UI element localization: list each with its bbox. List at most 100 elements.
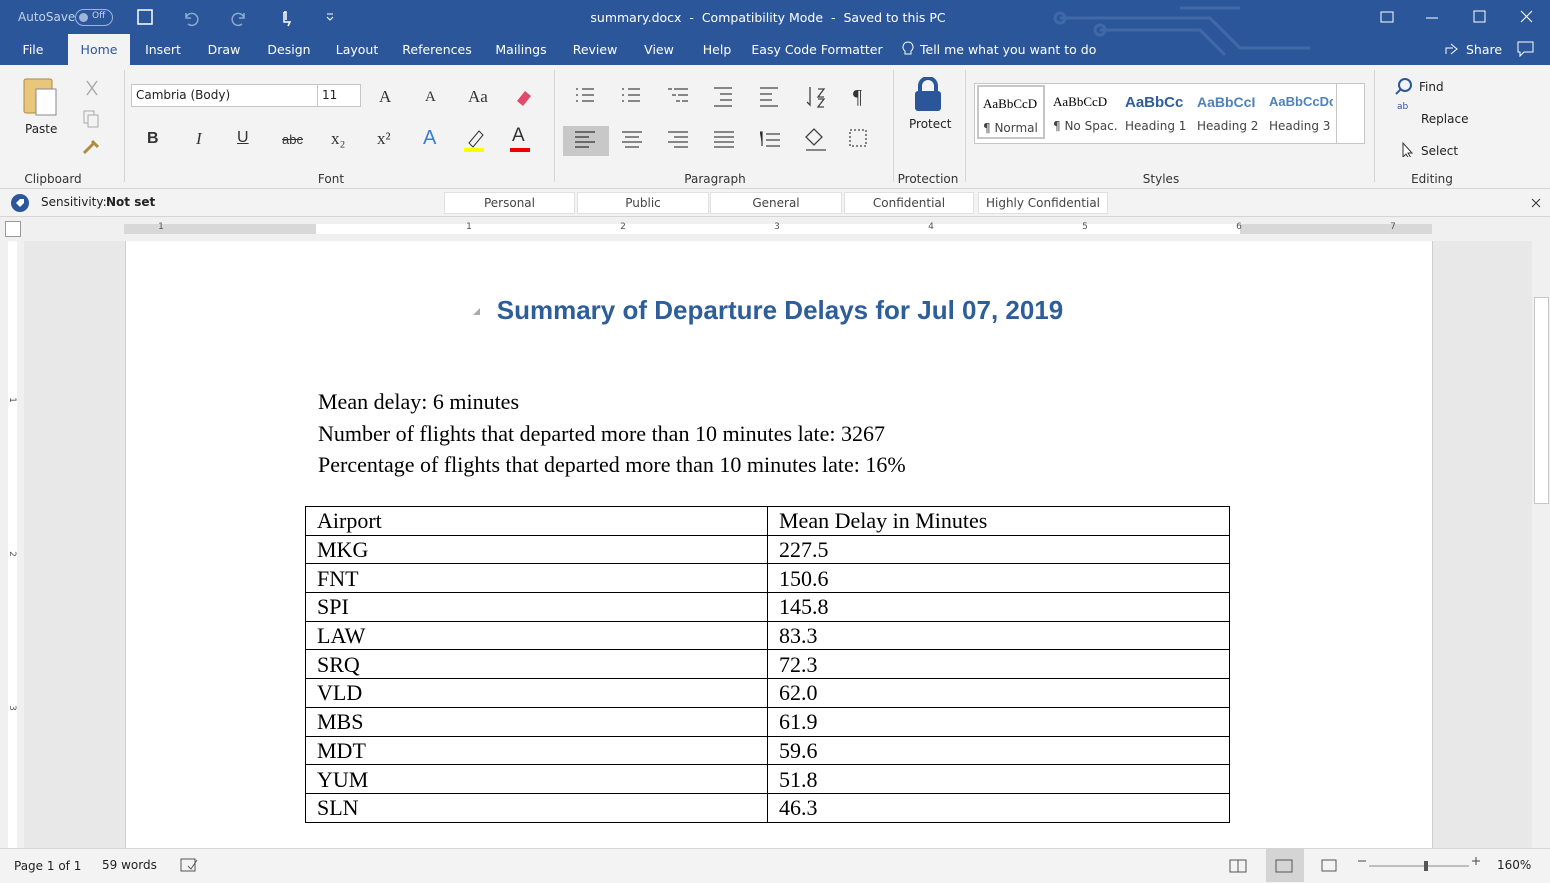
airport-cell: FNT	[305, 563, 768, 594]
tab-selector[interactable]	[5, 221, 21, 237]
collapse-heading[interactable]	[472, 307, 482, 317]
increase-indent[interactable]	[760, 87, 778, 107]
underline-button[interactable]: U	[237, 129, 249, 146]
word-count[interactable]: 59 words	[102, 858, 157, 872]
style-item[interactable]: AaBbCcD ¶ No Spac...	[1049, 85, 1117, 139]
style-item[interactable]: AaBbCc Heading 1	[1121, 85, 1189, 139]
scroll-thumb[interactable]	[1534, 297, 1549, 504]
sensitivity-option[interactable]: Personal	[444, 192, 575, 214]
sensitivity-option[interactable]: Public	[577, 192, 709, 214]
font-name: Cambria (Body)	[136, 88, 231, 102]
ribbon-tab[interactable]: Home	[80, 42, 118, 57]
change-case[interactable]: Aa	[468, 87, 488, 106]
sensitivity-option[interactable]: Highly Confidential	[978, 192, 1108, 214]
touch-mode-icon[interactable]	[283, 11, 292, 27]
justify[interactable]	[714, 131, 734, 148]
align-center[interactable]	[622, 131, 642, 148]
font-size-box[interactable]: 11	[317, 84, 361, 107]
strikethrough-button[interactable]: abc	[282, 132, 303, 147]
style-preview: AaBbCcI	[1197, 94, 1256, 110]
ruler-number: 7	[1390, 222, 1396, 232]
save-icon[interactable]	[137, 9, 153, 25]
undo-icon[interactable]	[185, 12, 199, 27]
subscript-button[interactable]: x₂	[331, 129, 346, 148]
ribbon-tab[interactable]: Easy Code Formatter	[751, 42, 883, 57]
protect-icon[interactable]	[911, 77, 945, 113]
numbering[interactable]	[622, 88, 640, 102]
ribbon-tab[interactable]: Design	[267, 42, 311, 57]
ribbon-tab[interactable]: Review	[572, 42, 618, 57]
find-button[interactable]: Find	[1419, 80, 1444, 94]
decrease-indent[interactable]	[714, 87, 732, 107]
sort[interactable]	[806, 87, 826, 108]
customize-icon[interactable]	[326, 13, 334, 21]
table-row: MKG 227.5	[305, 534, 1230, 565]
shading[interactable]	[805, 128, 826, 151]
ribbon-tab[interactable]: Help	[702, 42, 732, 57]
font-name-box[interactable]: Cambria (Body)	[131, 84, 318, 107]
ribbon-tab[interactable]: Mailings	[495, 42, 547, 57]
paste-label[interactable]: Paste	[25, 122, 58, 136]
highlight-button[interactable]	[463, 125, 493, 157]
format-painter-icon[interactable]	[82, 139, 100, 155]
grow-font[interactable]: A	[379, 87, 392, 106]
page-count[interactable]: Page 1 of 1	[14, 859, 82, 873]
delay-cell: 51.8	[767, 764, 1230, 794]
ribbon-tab[interactable]: View	[644, 42, 674, 57]
print-layout-active[interactable]	[1266, 849, 1304, 882]
ribbon-tab[interactable]: References	[402, 42, 472, 57]
airport-cell: SRQ	[305, 649, 768, 680]
clear-formatting[interactable]	[513, 87, 535, 107]
horizontal-ruler: 1 1 2 3 4 5 6 7	[0, 217, 1532, 241]
share-button[interactable]: Share	[1466, 42, 1503, 57]
close-sensitivity[interactable]	[1530, 197, 1542, 209]
multilevel-list[interactable]	[668, 88, 688, 102]
zoom-level[interactable]: 160%	[1497, 858, 1532, 872]
align-left[interactable]	[575, 131, 595, 148]
comments-icon[interactable]	[1517, 41, 1535, 57]
ribbon-display-button[interactable]	[1380, 11, 1394, 23]
print-layout[interactable]	[1275, 859, 1293, 873]
style-item[interactable]: AaBbCcD ¶ Normal	[977, 85, 1045, 139]
autosave-toggle[interactable]: Off	[75, 9, 113, 26]
proofing-icon[interactable]	[180, 857, 200, 873]
ribbon-tab[interactable]: Layout	[335, 42, 379, 57]
tell-me-box[interactable]: Tell me what you want to do	[920, 42, 1097, 57]
sensitivity-option[interactable]: Confidential	[844, 192, 974, 214]
group-label: Styles	[1142, 172, 1180, 186]
table-row: SPI 145.8	[305, 592, 1230, 622]
borders[interactable]	[849, 129, 867, 147]
text-effects-button[interactable]: A	[423, 127, 437, 149]
protect-label[interactable]: Protect	[909, 117, 952, 131]
redo-icon[interactable]	[231, 12, 245, 27]
bullets[interactable]	[576, 88, 594, 102]
ribbon-tab[interactable]: File	[22, 42, 44, 57]
align-right[interactable]	[668, 131, 688, 148]
style-item[interactable]: AaBbCcI Heading 2	[1193, 85, 1261, 139]
align-left-active[interactable]	[563, 126, 609, 156]
group-label: Font	[317, 172, 345, 186]
ribbon-tab[interactable]: Draw	[207, 42, 241, 57]
superscript-button[interactable]: x²	[377, 129, 391, 148]
style-item[interactable]: AaBbCcDc Heading 3	[1265, 85, 1333, 139]
bold-button[interactable]: B	[147, 130, 159, 147]
delay-cell: 145.8	[767, 592, 1230, 622]
show-marks[interactable]: ¶	[853, 86, 863, 108]
sensitivity-option[interactable]: General	[710, 192, 842, 214]
replace-button[interactable]: Replace	[1421, 112, 1469, 126]
read-mode[interactable]	[1229, 859, 1247, 873]
maximize-button[interactable]	[1473, 10, 1486, 23]
style-name: ¶ No Spac...	[1053, 119, 1117, 133]
select-button[interactable]: Select	[1421, 144, 1459, 158]
close-button[interactable]	[1520, 10, 1533, 23]
line-spacing[interactable]	[760, 131, 780, 147]
cut-icon[interactable]	[86, 80, 98, 96]
font-color-button[interactable]: A	[512, 125, 525, 146]
web-layout[interactable]	[1321, 859, 1337, 872]
ribbon-tab[interactable]: Insert	[145, 42, 181, 57]
styles-more[interactable]	[1336, 83, 1365, 144]
airport-cell: VLD	[305, 678, 768, 708]
italic-button[interactable]: I	[196, 129, 202, 148]
shrink-font[interactable]: A	[425, 89, 436, 105]
zoom-slider[interactable]	[1355, 855, 1485, 877]
